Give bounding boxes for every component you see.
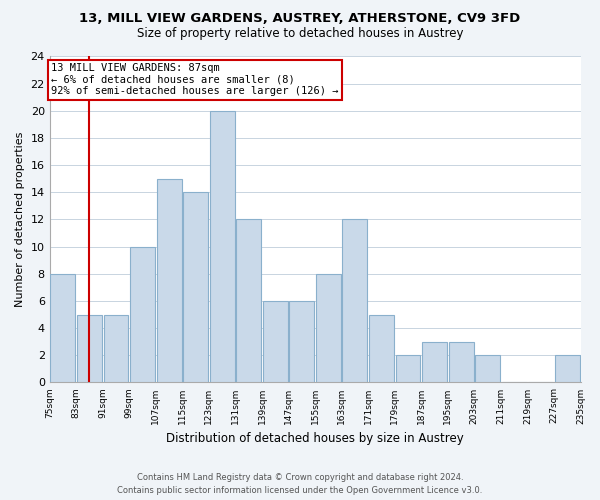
Bar [316,274,341,382]
Text: 13, MILL VIEW GARDENS, AUSTREY, ATHERSTONE, CV9 3FD: 13, MILL VIEW GARDENS, AUSTREY, ATHERSTO… [79,12,521,26]
Bar [475,356,500,382]
Bar [236,220,261,382]
Y-axis label: Number of detached properties: Number of detached properties [15,132,25,307]
Bar [263,301,288,382]
Bar [130,246,155,382]
Text: Size of property relative to detached houses in Austrey: Size of property relative to detached ho… [137,28,463,40]
Bar [422,342,447,382]
Bar [183,192,208,382]
Bar [157,178,182,382]
Bar [395,356,421,382]
Bar [555,356,580,382]
Text: 13 MILL VIEW GARDENS: 87sqm
← 6% of detached houses are smaller (8)
92% of semi-: 13 MILL VIEW GARDENS: 87sqm ← 6% of deta… [52,64,339,96]
Bar [449,342,473,382]
Bar [343,220,367,382]
Bar [104,314,128,382]
Bar [369,314,394,382]
Bar [50,274,76,382]
X-axis label: Distribution of detached houses by size in Austrey: Distribution of detached houses by size … [166,432,464,445]
Bar [77,314,102,382]
Text: Contains HM Land Registry data © Crown copyright and database right 2024.
Contai: Contains HM Land Registry data © Crown c… [118,473,482,495]
Bar [289,301,314,382]
Bar [210,111,235,382]
